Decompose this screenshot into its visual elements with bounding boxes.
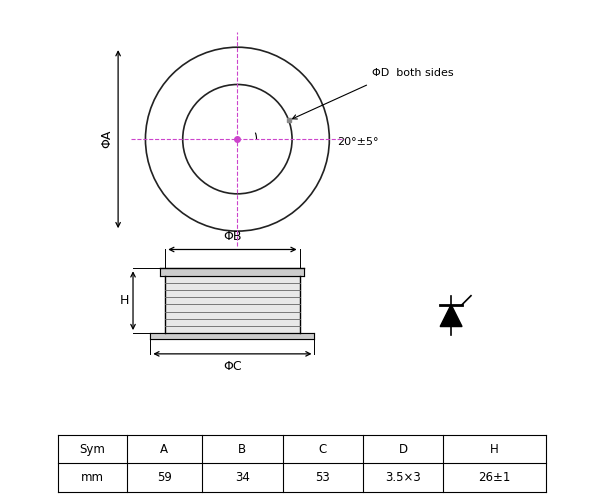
Text: B: B: [238, 443, 246, 456]
Text: ΦB: ΦB: [223, 230, 242, 243]
Polygon shape: [150, 333, 315, 339]
Text: 34: 34: [235, 471, 250, 484]
Text: H: H: [490, 443, 499, 456]
Text: ΦD  both sides: ΦD both sides: [371, 68, 453, 78]
Polygon shape: [160, 268, 304, 276]
Polygon shape: [440, 305, 462, 327]
Text: C: C: [318, 443, 327, 456]
Text: H: H: [120, 294, 129, 307]
Text: 3.5×3: 3.5×3: [385, 471, 421, 484]
Text: D: D: [399, 443, 408, 456]
Text: 59: 59: [157, 471, 172, 484]
Text: ΦC: ΦC: [223, 360, 242, 373]
Text: mm: mm: [81, 471, 104, 484]
Text: 20°±5°: 20°±5°: [337, 137, 378, 147]
Text: Sym: Sym: [80, 443, 106, 456]
Text: 26±1: 26±1: [478, 471, 510, 484]
Text: A: A: [161, 443, 169, 456]
Text: 53: 53: [315, 471, 330, 484]
Polygon shape: [165, 276, 300, 333]
Text: ΦA: ΦA: [101, 130, 114, 148]
